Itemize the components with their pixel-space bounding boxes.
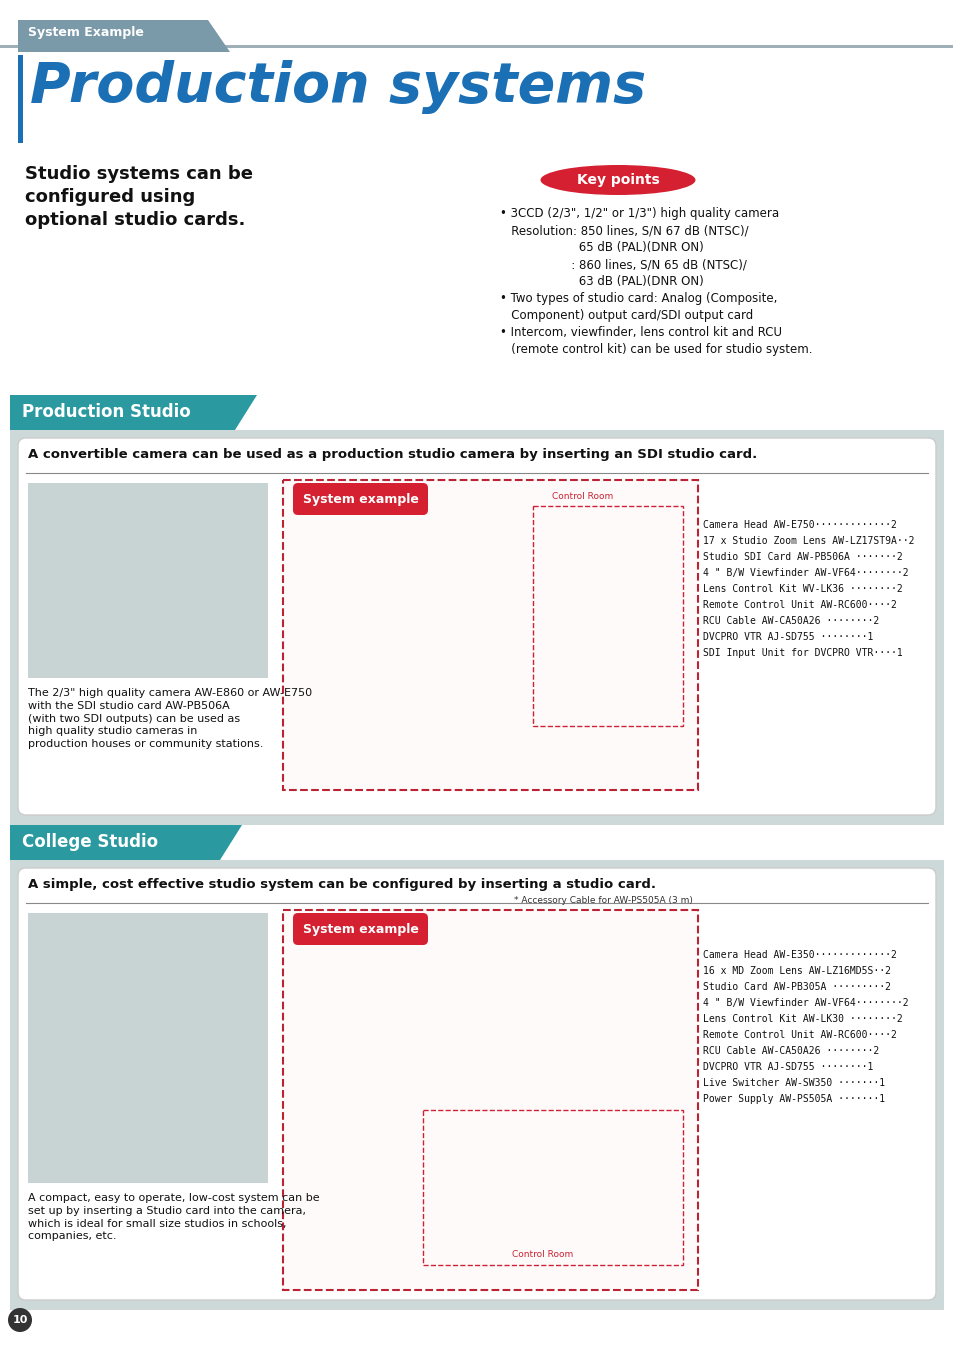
Text: System Example: System Example — [28, 26, 144, 39]
Bar — [283, 481, 698, 790]
FancyBboxPatch shape — [293, 483, 428, 514]
Circle shape — [8, 1308, 32, 1332]
Text: Camera Head AW-E750·············2: Camera Head AW-E750·············2 — [702, 520, 896, 531]
Bar — [533, 506, 682, 726]
FancyBboxPatch shape — [293, 913, 428, 945]
Bar — [28, 483, 268, 678]
FancyBboxPatch shape — [18, 868, 935, 1300]
Text: (remote control kit) can be used for studio system.: (remote control kit) can be used for stu… — [499, 343, 812, 356]
Text: Live Switcher AW-SW350 ·······1: Live Switcher AW-SW350 ·······1 — [702, 1079, 884, 1088]
Bar — [18, 55, 23, 143]
FancyBboxPatch shape — [18, 437, 935, 815]
Text: Lens Control Kit AW-LK30 ········2: Lens Control Kit AW-LK30 ········2 — [702, 1014, 902, 1025]
Text: College Studio: College Studio — [22, 833, 158, 851]
Text: Production Studio: Production Studio — [22, 404, 191, 421]
Text: 16 x MD Zoom Lens AW-LZ16MD5S··2: 16 x MD Zoom Lens AW-LZ16MD5S··2 — [702, 967, 890, 976]
Text: RCU Cable AW-CA50A26 ········2: RCU Cable AW-CA50A26 ········2 — [702, 1046, 879, 1056]
Text: SDI Input Unit for DVCPRO VTR····1: SDI Input Unit for DVCPRO VTR····1 — [702, 648, 902, 657]
Text: System example: System example — [302, 922, 418, 936]
Text: A convertible camera can be used as a production studio camera by inserting an S: A convertible camera can be used as a pr… — [28, 448, 757, 460]
Text: • Intercom, viewfinder, lens control kit and RCU: • Intercom, viewfinder, lens control kit… — [499, 325, 781, 339]
Text: DVCPRO VTR AJ-SD755 ········1: DVCPRO VTR AJ-SD755 ········1 — [702, 632, 872, 643]
Text: 65 dB (PAL)(DNR ON): 65 dB (PAL)(DNR ON) — [499, 242, 703, 254]
Text: Resolution: 850 lines, S/N 67 dB (NTSC)/: Resolution: 850 lines, S/N 67 dB (NTSC)/ — [499, 224, 748, 238]
Text: Control Room: Control Room — [512, 1250, 573, 1260]
Text: System example: System example — [302, 493, 418, 505]
Text: 4 " B/W Viewfinder AW-VF64········2: 4 " B/W Viewfinder AW-VF64········2 — [702, 998, 907, 1008]
Text: Studio Card AW-PB305A ·········2: Studio Card AW-PB305A ·········2 — [702, 981, 890, 992]
Text: 17 x Studio Zoom Lens AW-LZ17ST9A··2: 17 x Studio Zoom Lens AW-LZ17ST9A··2 — [702, 536, 914, 545]
Text: The 2/3" high quality camera AW-E860 or AW-E750
with the SDI studio card AW-PB50: The 2/3" high quality camera AW-E860 or … — [28, 688, 312, 749]
Polygon shape — [10, 825, 242, 860]
Bar — [283, 910, 698, 1291]
Text: 4 " B/W Viewfinder AW-VF64········2: 4 " B/W Viewfinder AW-VF64········2 — [702, 568, 907, 578]
Text: Remote Control Unit AW-RC600····2: Remote Control Unit AW-RC600····2 — [702, 1030, 896, 1040]
Polygon shape — [10, 396, 256, 431]
Polygon shape — [18, 20, 230, 53]
Text: 63 dB (PAL)(DNR ON): 63 dB (PAL)(DNR ON) — [499, 275, 703, 288]
Text: A simple, cost effective studio system can be configured by inserting a studio c: A simple, cost effective studio system c… — [28, 878, 656, 891]
Text: Power Supply AW-PS505A ·······1: Power Supply AW-PS505A ·······1 — [702, 1094, 884, 1104]
Bar — [10, 860, 943, 1310]
Bar — [10, 431, 943, 825]
Text: 10: 10 — [12, 1315, 28, 1324]
Ellipse shape — [540, 165, 695, 194]
Text: Production systems: Production systems — [30, 59, 645, 113]
Text: Lens Control Kit WV-LK36 ········2: Lens Control Kit WV-LK36 ········2 — [702, 585, 902, 594]
Text: Studio SDI Card AW-PB506A ·······2: Studio SDI Card AW-PB506A ·······2 — [702, 552, 902, 562]
Text: : 860 lines, S/N 65 dB (NTSC)/: : 860 lines, S/N 65 dB (NTSC)/ — [499, 258, 746, 271]
Text: Component) output card/SDI output card: Component) output card/SDI output card — [499, 309, 753, 323]
Text: Camera Head AW-E350·············2: Camera Head AW-E350·············2 — [702, 950, 896, 960]
Text: Control Room: Control Room — [552, 491, 613, 501]
Text: A compact, easy to operate, low-cost system can be
set up by inserting a Studio : A compact, easy to operate, low-cost sys… — [28, 1193, 319, 1242]
Bar — [422, 1110, 682, 1265]
Bar — [0, 45, 953, 49]
Text: * Accessory Cable for AW-PS505A (3 m): * Accessory Cable for AW-PS505A (3 m) — [514, 896, 692, 905]
Text: • Two types of studio card: Analog (Composite,: • Two types of studio card: Analog (Comp… — [499, 292, 777, 305]
Text: Remote Control Unit AW-RC600····2: Remote Control Unit AW-RC600····2 — [702, 599, 896, 610]
Text: Studio systems can be
configured using
optional studio cards.: Studio systems can be configured using o… — [25, 165, 253, 228]
Bar — [28, 913, 268, 1183]
Text: DVCPRO VTR AJ-SD755 ········1: DVCPRO VTR AJ-SD755 ········1 — [702, 1062, 872, 1072]
Text: • 3CCD (2/3", 1/2" or 1/3") high quality camera: • 3CCD (2/3", 1/2" or 1/3") high quality… — [499, 207, 779, 220]
Text: Key points: Key points — [576, 173, 659, 188]
Text: RCU Cable AW-CA50A26 ········2: RCU Cable AW-CA50A26 ········2 — [702, 616, 879, 626]
